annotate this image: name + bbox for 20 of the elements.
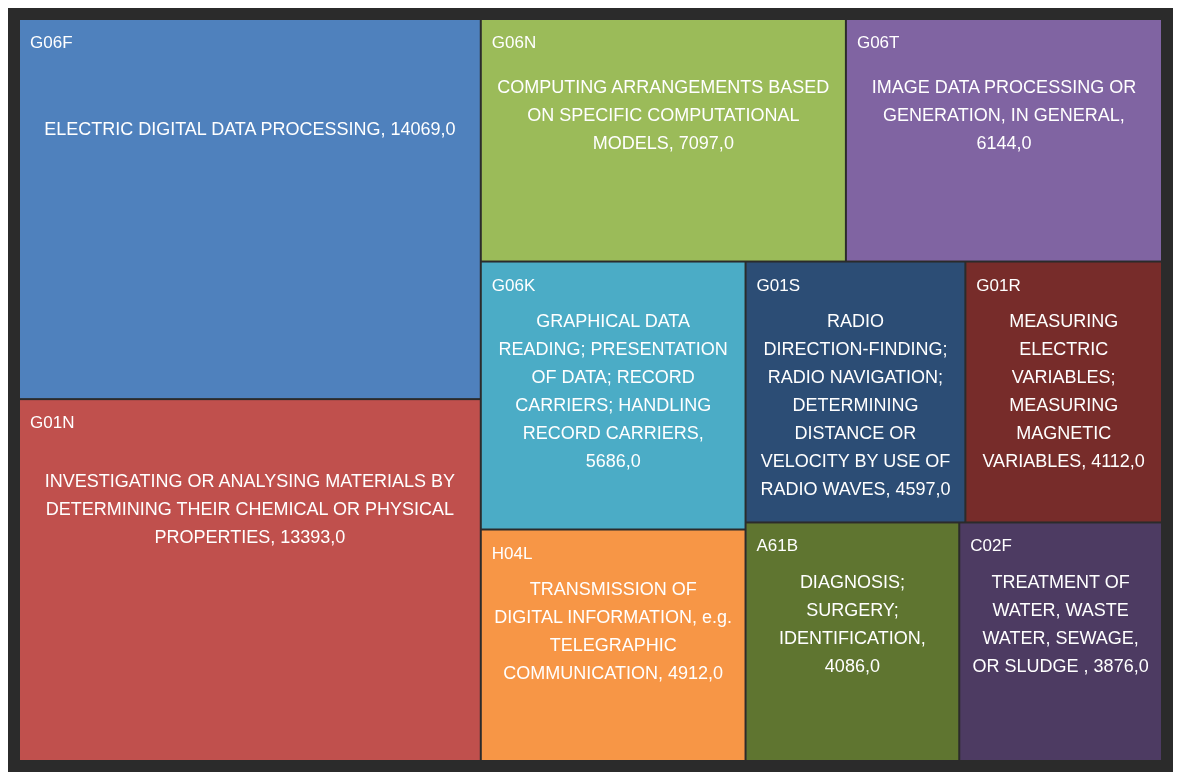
category-label: G06F [30, 33, 73, 52]
data-label: MEASURING ELECTRIC VARIABLES; MEASURING MAGNETIC VARIABLES, 4112,0 [982, 310, 1145, 471]
data-label: IMAGE DATA PROCESSING OR GENERATION, IN GENERAL, 6144,0 [871, 77, 1137, 154]
category-label: G01R [976, 275, 1021, 295]
data-label: RADIO DIRECTION-FINDING; RADIO NAVIGATION; DETERMINING DISTANCE OR VELOCITY BY USE OF RADIO WAVES, 4597,0 [760, 310, 951, 499]
data-label: TRANSMISSION OF DIGITAL INFORMATION, e.g. TELEGRAPHIC COMMUNICATION, 4912,0 [494, 578, 733, 683]
category-label: G01S [756, 275, 801, 295]
data-label: GRAPHICAL DATA READING; PRESENTATION OF DATA; RECORD CARRIERS; HANDLING RECORD CARRIERS, 5686,0 [498, 310, 728, 471]
data-label: TREATMENT OF WATER, WASTE WATER, SEWAGE, OR SLUDGE , 3876,0 [972, 571, 1149, 676]
category-label: H04L [491, 543, 533, 563]
category-label: G01N [30, 413, 75, 433]
data-label: INVESTIGATING OR ANALYSING MATERIALS BY DETERMINING THEIR CHEMICAL OR PHYSICAL PROPERTIES, 13393,0 [44, 471, 455, 548]
category-label: G06T [856, 33, 900, 52]
category-label: A61B [756, 536, 799, 556]
data-label: DIAGNOSIS; SURGERY; IDENTIFICATION, 4086,0 [779, 571, 926, 676]
category-label: G06K [491, 275, 536, 295]
data-label: COMPUTING ARRANGEMENTS BASED ON SPECIFIC COMPUTATIONAL MODELS, 7097,0 [497, 77, 830, 154]
category-label: C02F [970, 536, 1012, 556]
category-label: G06N [491, 33, 537, 52]
data-label: ELECTRIC DIGITAL DATA PROCESSING, 14069,0 [44, 119, 456, 139]
